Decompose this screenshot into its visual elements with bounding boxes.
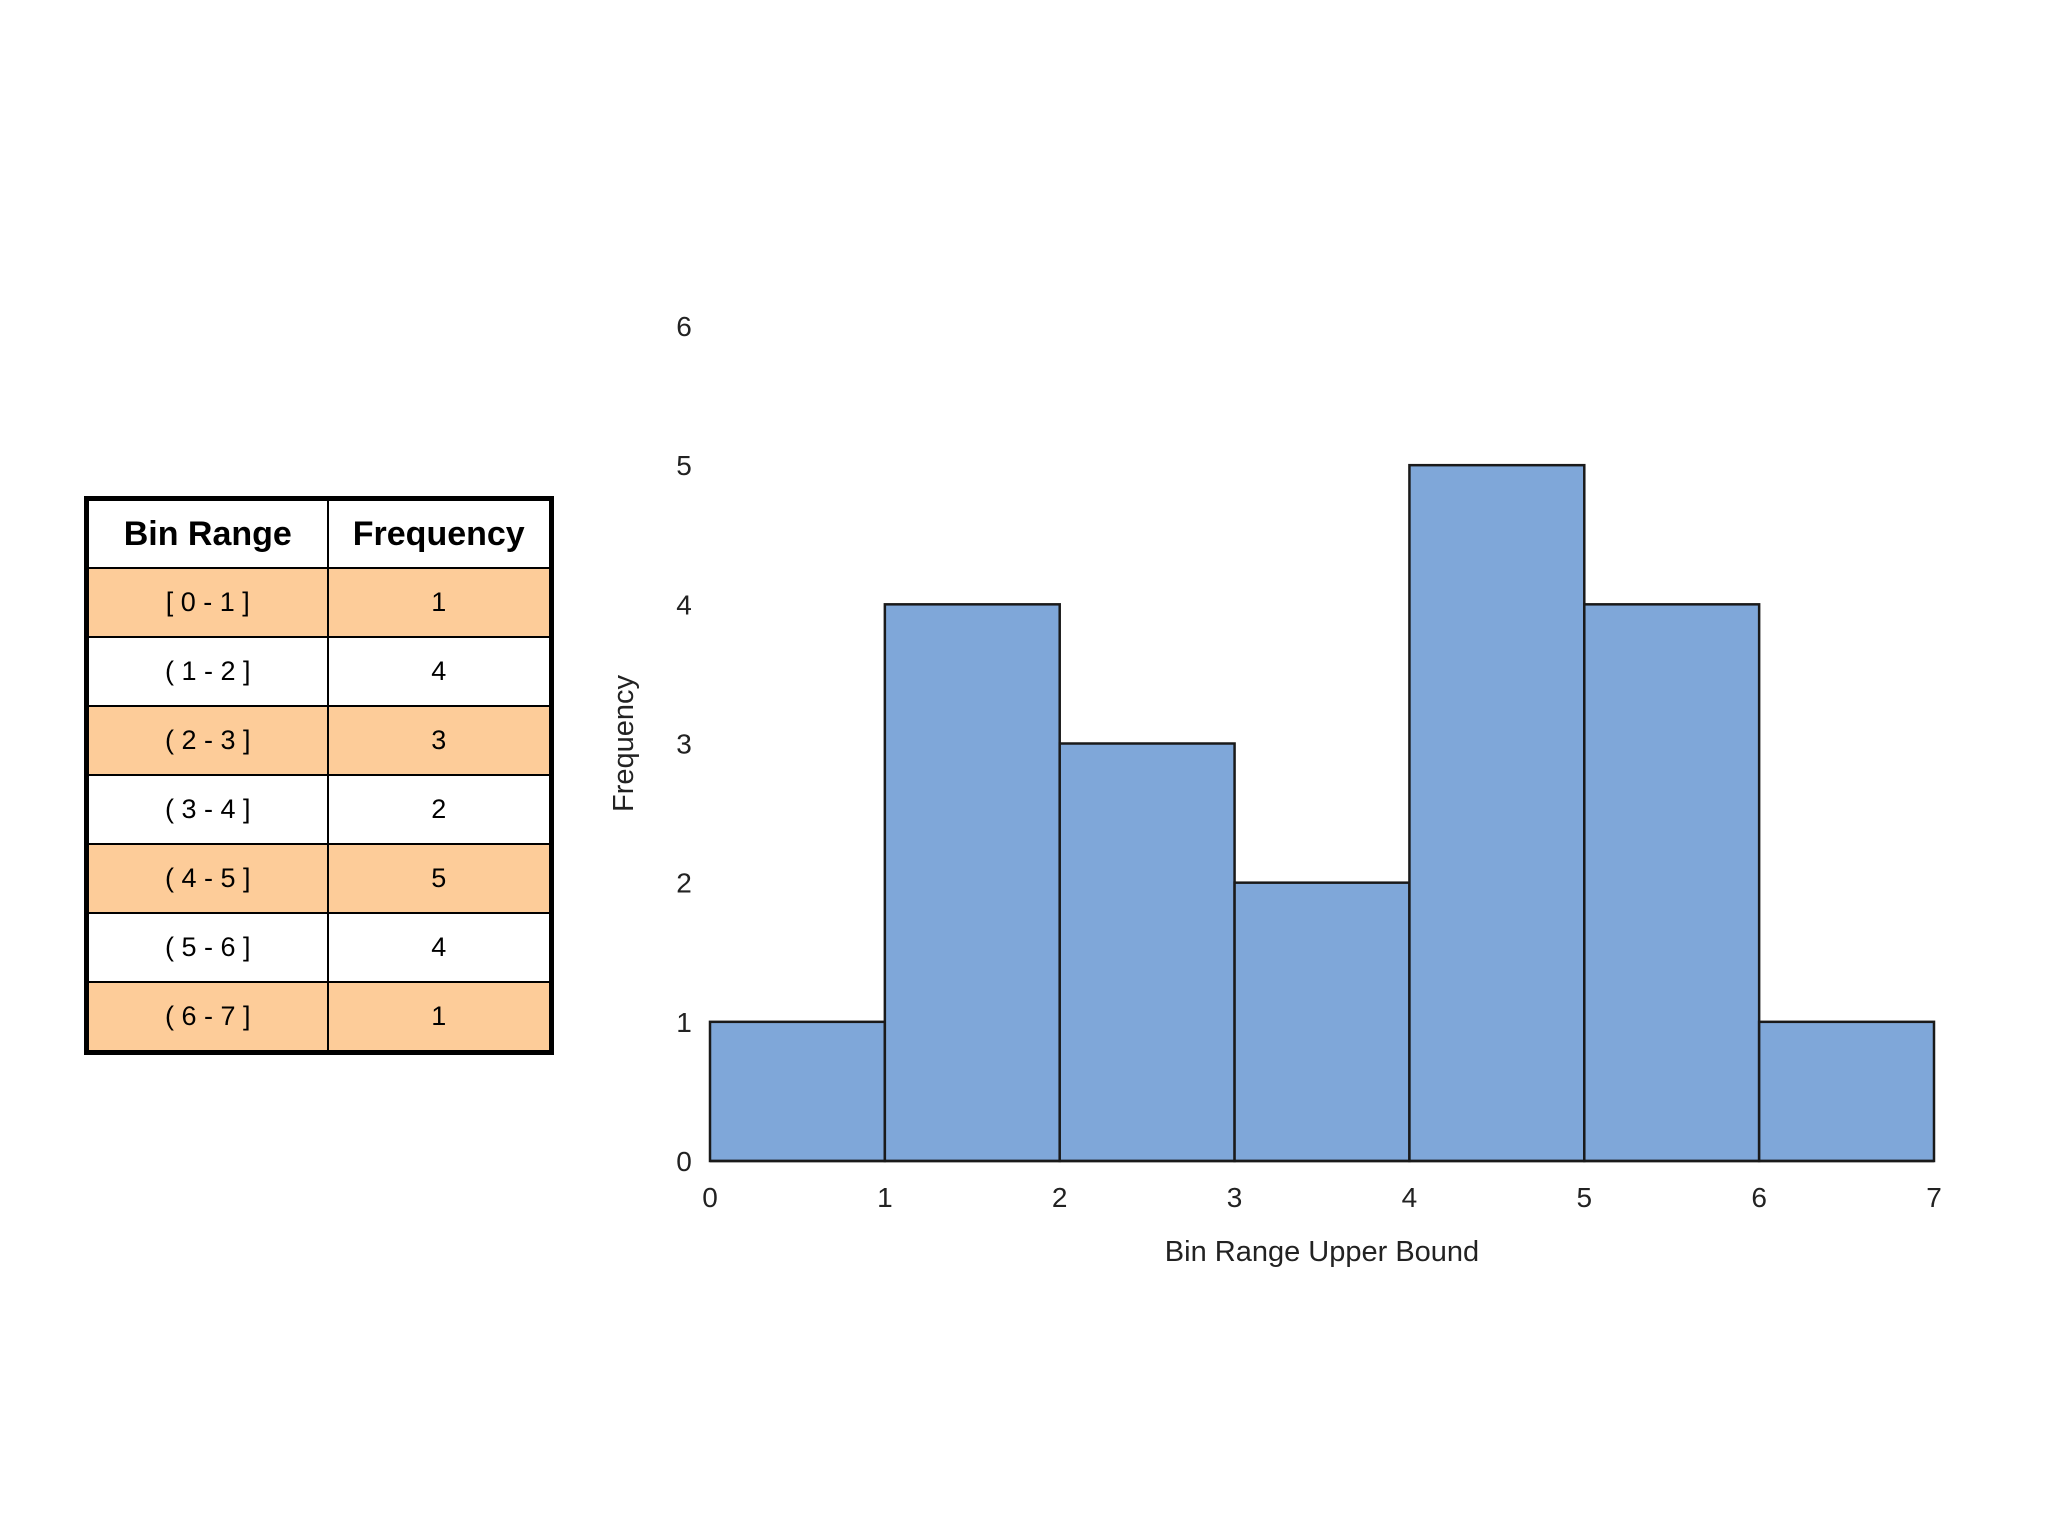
x-tick-label: 0 [702,1182,718,1213]
table-header-row: Bin Range Frequency [85,497,553,569]
table-row: ( 2 - 3 ] 3 [85,705,553,776]
header-frequency: Frequency [326,497,553,569]
x-tick-label: 6 [1751,1182,1767,1213]
table-row: ( 4 - 5 ] 5 [85,843,553,914]
table-row: ( 5 - 6 ] 4 [85,912,553,983]
bin-range-cell: [ 0 - 1 ] [85,567,329,638]
frequency-cell: 4 [326,636,553,707]
bin-range-cell: ( 3 - 4 ] [85,774,329,845]
x-tick-label: 3 [1227,1182,1243,1213]
x-tick-label: 2 [1052,1182,1068,1213]
x-tick-label: 4 [1402,1182,1418,1213]
y-tick-label: 0 [676,1146,692,1177]
y-tick-label: 6 [676,311,692,342]
x-tick-label: 1 [877,1182,893,1213]
header-bin-range: Bin Range [85,497,329,569]
bin-range-cell: ( 4 - 5 ] [85,843,329,914]
histogram-bar [883,603,1061,1163]
table-row: ( 3 - 4 ] 2 [85,774,553,845]
y-tick-label: 2 [676,868,692,899]
frequency-cell: 2 [326,774,553,845]
x-tick-label: 7 [1926,1182,1942,1213]
histogram-bar [1233,881,1411,1163]
frequency-cell: 5 [326,843,553,914]
frequency-table: Bin Range Frequency [ 0 - 1 ] 1 ( 1 - 2 … [84,496,554,1055]
bin-range-cell: ( 5 - 6 ] [85,912,329,983]
histogram-bar [1583,603,1761,1163]
frequency-cell: 1 [326,981,553,1054]
histogram-bar [708,1020,887,1163]
y-tick-label: 5 [676,450,692,481]
histogram-bar [1757,1020,1936,1163]
table-row: ( 6 - 7 ] 1 [85,981,553,1054]
y-tick-label: 1 [676,1007,692,1038]
histogram-bar [1408,463,1586,1163]
histogram-bar [1058,742,1236,1163]
table-row: [ 0 - 1 ] 1 [85,567,553,638]
frequency-cell: 1 [326,567,553,638]
frequency-cell: 4 [326,912,553,983]
x-tick-label: 5 [1576,1182,1592,1213]
bin-range-cell: ( 1 - 2 ] [85,636,329,707]
bin-range-cell: ( 2 - 3 ] [85,705,329,776]
y-tick-label: 4 [676,589,692,620]
frequency-cell: 3 [326,705,553,776]
x-axis-label: Bin Range Upper Bound [1165,1236,1479,1268]
y-axis-label: Frequency [608,674,640,812]
bin-range-cell: ( 6 - 7 ] [85,981,329,1054]
table-row: ( 1 - 2 ] 4 [85,636,553,707]
y-tick-label: 3 [676,729,692,760]
